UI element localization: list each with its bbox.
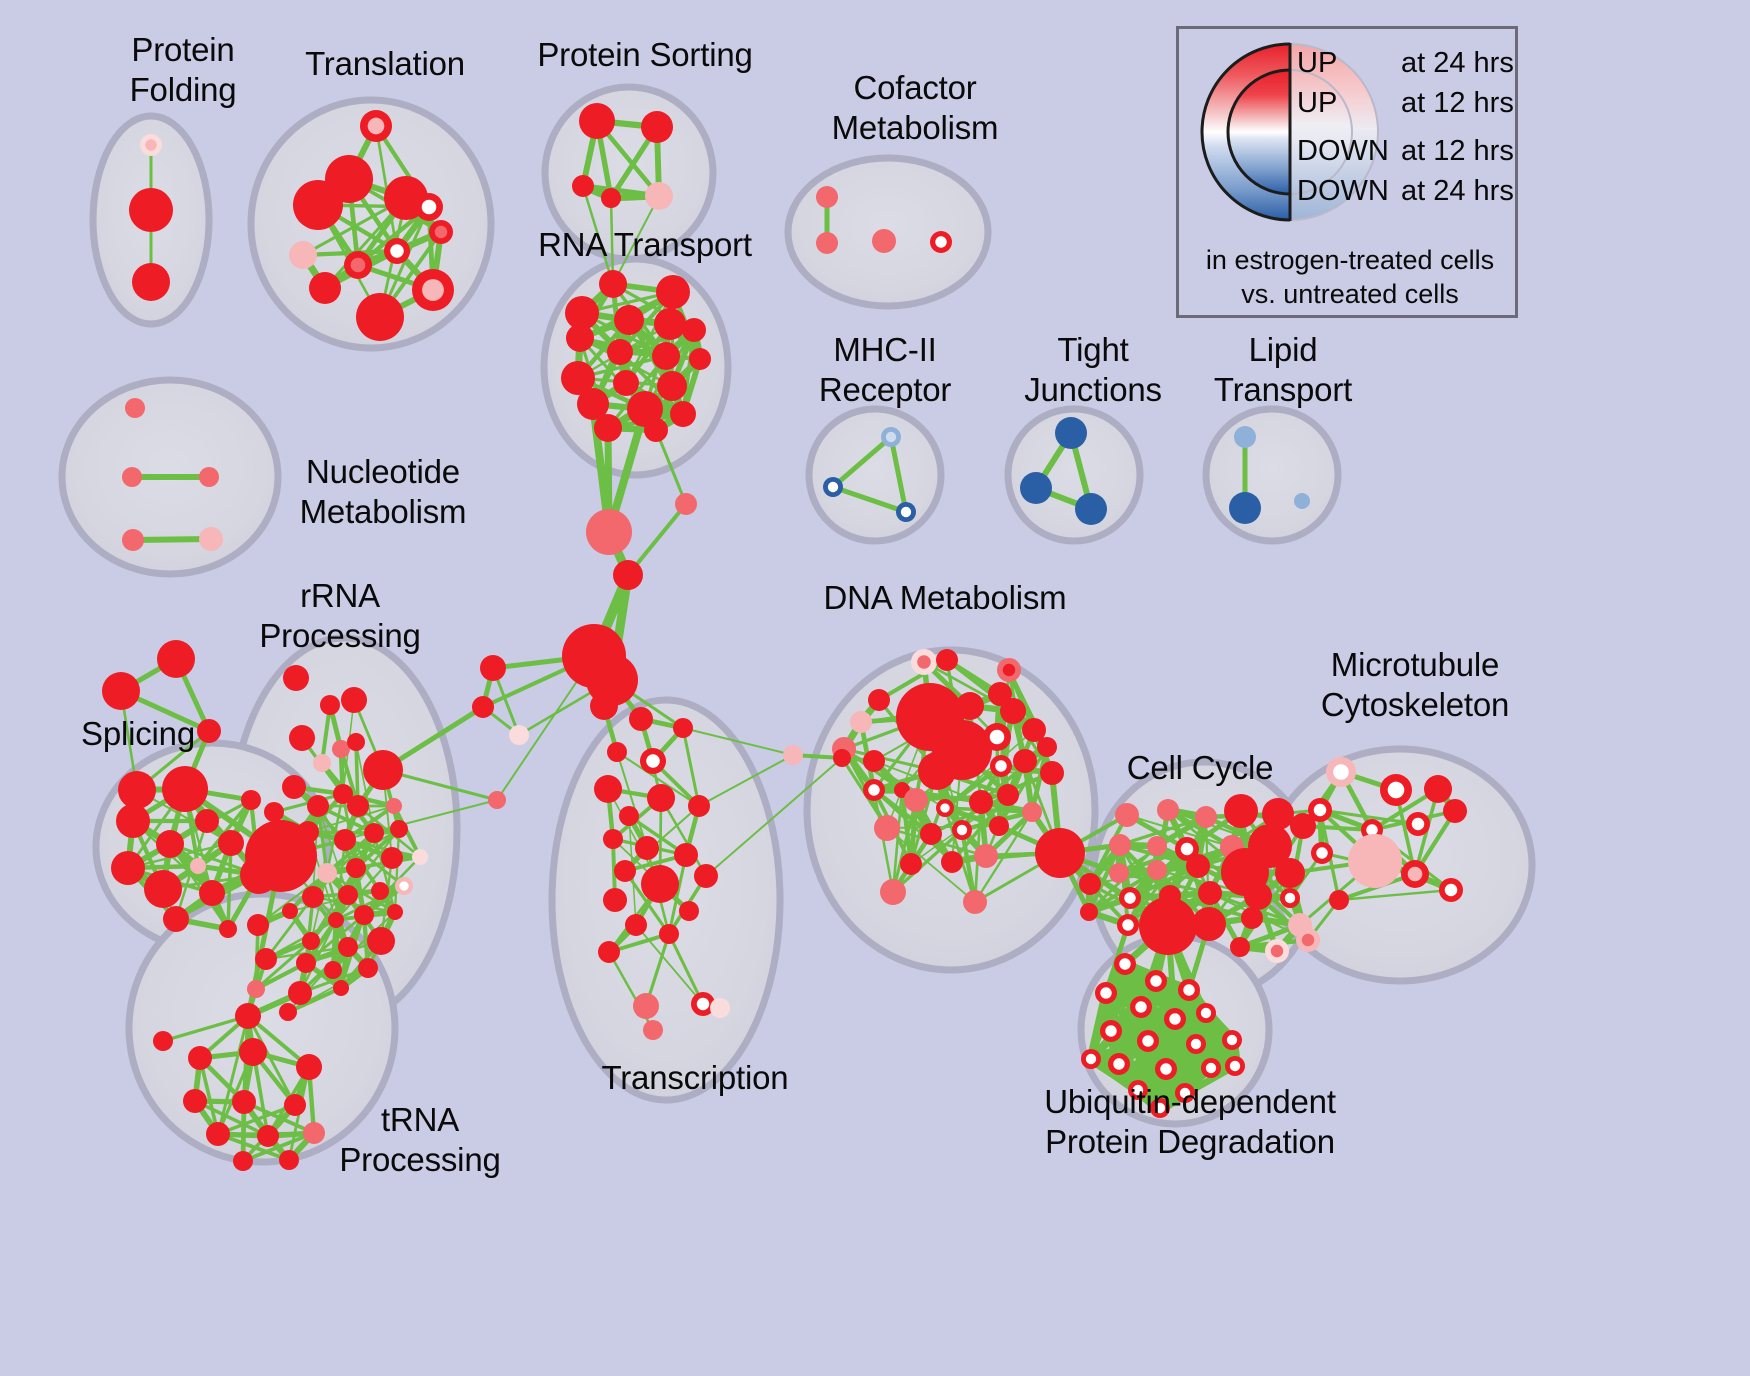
legend-caption: in estrogen-treated cells vs. untreated … (1205, 245, 1495, 309)
cluster-region-tight-junctions (1004, 405, 1144, 545)
legend-timepoint: at 12 hrs (1401, 87, 1514, 119)
legend-row: UP at 24 hrs (1297, 47, 1517, 87)
legend-timepoint: at 24 hrs (1401, 47, 1514, 79)
cluster-region-lipid-transport (1202, 405, 1342, 545)
legend-direction: DOWN (1297, 135, 1389, 167)
legend-timepoint: at 24 hrs (1401, 175, 1514, 207)
legend-direction: DOWN (1297, 175, 1389, 207)
legend-panel: UP at 24 hrs UP at 12 hrs DOWN at 12 hrs DOWN a… (1176, 26, 1518, 318)
two-ring-heatmap-circle-icon (1200, 42, 1379, 222)
legend-direction: UP (1297, 47, 1338, 79)
legend-row: DOWN at 24 hrs (1297, 175, 1517, 215)
legend-rows: UP at 24 hrs UP at 12 hrs DOWN at 12 hrs DOWN a… (1297, 47, 1517, 215)
network-nodes (102, 103, 1467, 1171)
legend-direction: UP (1297, 87, 1338, 119)
legend-row: DOWN at 12 hrs (1297, 135, 1517, 175)
legend-timepoint: at 12 hrs (1401, 135, 1514, 167)
cluster-region-mhc-ii-receptor (805, 405, 945, 545)
legend-row: UP at 12 hrs (1297, 87, 1517, 135)
